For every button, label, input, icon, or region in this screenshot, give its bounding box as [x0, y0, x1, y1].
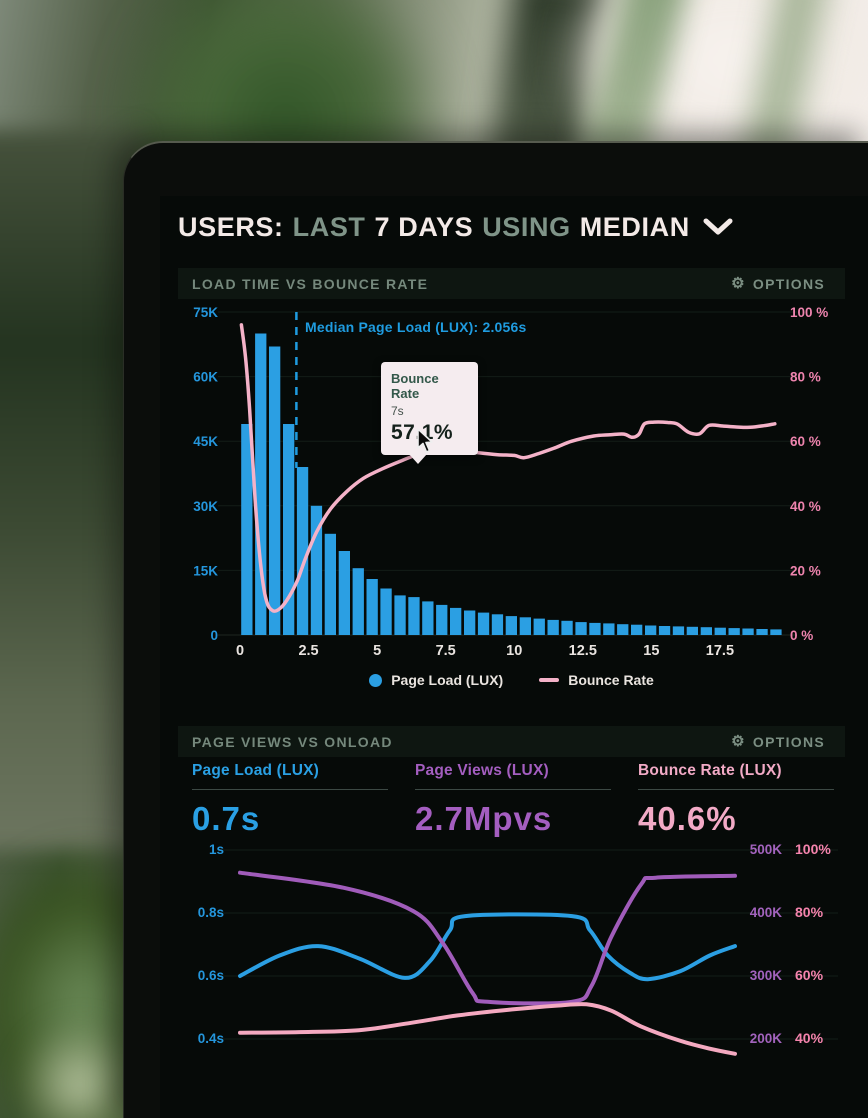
card-header-page-views: PAGE VIEWS VS ONLOAD ⚙ OPTIONS [178, 726, 845, 757]
svg-text:300K: 300K [750, 968, 783, 983]
svg-text:75K: 75K [193, 305, 218, 320]
metric-label: Page Load (LUX) [192, 762, 320, 779]
svg-text:7.5: 7.5 [436, 643, 456, 659]
leaf-band-left [0, 130, 140, 850]
gear-icon: ⚙ [731, 733, 746, 750]
card-header-load-time: LOAD TIME VS BOUNCE RATE ⚙ OPTIONS [178, 268, 845, 299]
title-word: 7 DAYS [374, 212, 474, 242]
options-label: OPTIONS [752, 733, 825, 750]
title-word: USING [482, 212, 571, 242]
legend-item-bounce-rate: Bounce Rate [539, 672, 654, 688]
legend-label: Bounce Rate [568, 672, 654, 688]
options-label: OPTIONS [752, 275, 825, 292]
title-word: LAST [292, 212, 366, 242]
svg-text:12.5: 12.5 [569, 643, 597, 659]
title-word: USERS: [178, 212, 284, 242]
svg-text:2.5: 2.5 [298, 643, 318, 659]
tooltip-x-value: 7s [391, 404, 404, 418]
card-title: LOAD TIME VS BOUNCE RATE [192, 275, 429, 292]
legend-label: Page Load (LUX) [391, 672, 504, 688]
svg-text:30K: 30K [193, 499, 218, 514]
svg-text:5: 5 [373, 643, 381, 659]
page-views-vs-onload-chart[interactable]: 1s 0.8s 0.6s 0.4s 500K 400K 300K 200K 100% 80% 60%… [178, 838, 868, 1098]
svg-text:60 %: 60 % [790, 434, 821, 449]
svg-text:15K: 15K [193, 563, 218, 578]
metric-value: 0.7s [192, 800, 261, 837]
metric-page-views: Page Views (LUX) 2.7Mpvs [415, 762, 611, 838]
metric-divider [638, 789, 834, 790]
svg-text:0: 0 [210, 628, 218, 643]
metric-divider [415, 789, 611, 790]
svg-text:80%: 80% [795, 904, 824, 920]
svg-text:0.4s: 0.4s [198, 1031, 224, 1046]
mouse-cursor-icon [414, 428, 436, 459]
median-annotation: Median Page Load (LUX): 2.056s [305, 319, 527, 335]
svg-text:500K: 500K [750, 842, 783, 857]
metric-value: 2.7Mpvs [415, 800, 553, 837]
svg-text:60K: 60K [193, 370, 218, 385]
svg-text:0.8s: 0.8s [198, 905, 224, 920]
svg-text:40%: 40% [795, 1030, 824, 1046]
options-button[interactable]: ⚙ OPTIONS [725, 733, 831, 751]
tooltip-series: Bounce Rate [391, 371, 439, 401]
chart-legend: Page Load (LUX) Bounce Rate [178, 672, 845, 688]
gear-icon: ⚙ [731, 275, 746, 292]
svg-text:80 %: 80 % [790, 370, 821, 385]
svg-text:100 %: 100 % [790, 305, 828, 320]
metric-bounce-rate: Bounce Rate (LUX) 40.6% [638, 762, 834, 838]
svg-text:0: 0 [236, 643, 244, 659]
pink-line-icon [539, 678, 560, 682]
metric-label: Page Views (LUX) [415, 762, 549, 779]
metric-label: Bounce Rate (LUX) [638, 762, 782, 779]
svg-text:10: 10 [506, 643, 522, 659]
svg-text:15: 15 [643, 643, 659, 659]
metric-divider [192, 789, 388, 790]
svg-text:400K: 400K [750, 905, 783, 920]
svg-text:45K: 45K [193, 434, 218, 449]
svg-text:100%: 100% [795, 841, 831, 857]
svg-text:1s: 1s [209, 842, 224, 857]
title-word: MEDIAN [579, 212, 690, 242]
card-title: PAGE VIEWS VS ONLOAD [192, 733, 393, 750]
chevron-down-icon[interactable] [699, 212, 733, 243]
svg-text:60%: 60% [795, 967, 824, 983]
svg-text:200K: 200K [750, 1031, 783, 1046]
legend-item-page-load: Page Load (LUX) [369, 672, 503, 688]
load-time-vs-bounce-rate-chart[interactable]: 75K 60K 45K 30K 15K 0 100 % 80 % 60 % 40 % 20 % 0 %… [178, 298, 845, 670]
svg-text:20 %: 20 % [790, 563, 821, 578]
svg-text:17.5: 17.5 [706, 643, 734, 659]
svg-text:40 %: 40 % [790, 499, 821, 514]
metric-page-load: Page Load (LUX) 0.7s [192, 762, 388, 838]
options-button[interactable]: ⚙ OPTIONS [725, 275, 831, 293]
users-range-dropdown[interactable]: USERS: LAST 7 DAYS USING MEDIAN [178, 212, 733, 243]
blue-dot-icon [369, 673, 383, 687]
metric-value: 40.6% [638, 800, 737, 837]
svg-text:0.6s: 0.6s [198, 968, 224, 983]
svg-text:0 %: 0 % [790, 628, 813, 643]
